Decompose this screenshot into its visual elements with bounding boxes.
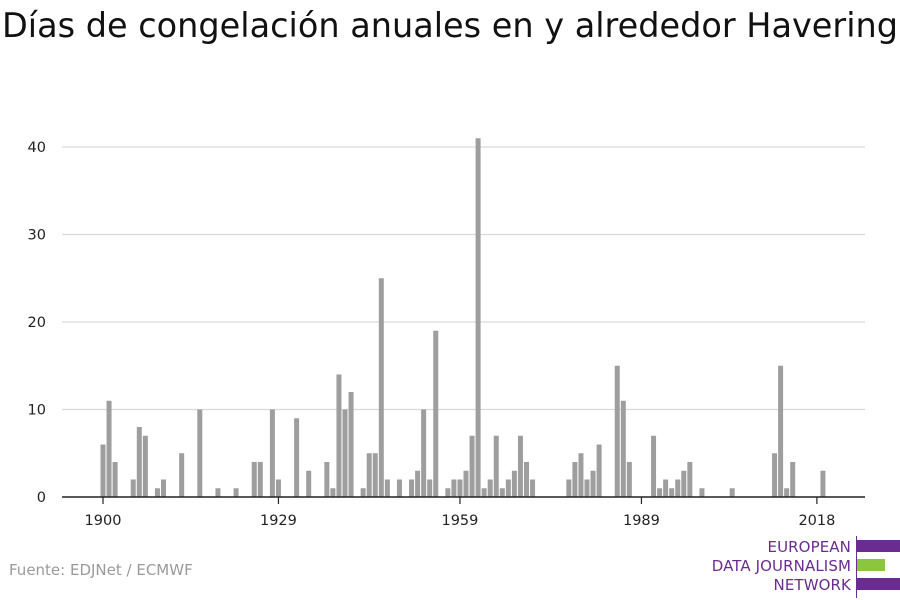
- bar-1943: [360, 488, 366, 497]
- bar-1997: [687, 462, 693, 497]
- bar-1926: [257, 462, 263, 497]
- bar-1991: [651, 435, 657, 497]
- bar-2012: [778, 365, 784, 497]
- bar-1967: [505, 479, 511, 497]
- bar-1977: [566, 479, 572, 497]
- bar-1986: [620, 400, 626, 497]
- bar-1995: [675, 479, 681, 497]
- bar-1928: [269, 409, 275, 497]
- bar-1913: [179, 453, 185, 497]
- bar-1981: [590, 470, 596, 497]
- bar-1951: [409, 479, 415, 497]
- logo-text: EUROPEAN DATA JOURNALISM NETWORK: [691, 538, 851, 595]
- bar-1949: [396, 479, 402, 497]
- bar-1978: [572, 462, 578, 497]
- bar-2011: [772, 453, 778, 497]
- y-tick-label: 10: [28, 403, 46, 419]
- bar-1939: [336, 374, 342, 497]
- bar-1929: [275, 479, 281, 497]
- bar-1909: [154, 488, 160, 497]
- bar-1902: [112, 462, 118, 497]
- logo-divider: [856, 536, 857, 598]
- chart-title: Días de congelación anuales en y alreded…: [2, 6, 898, 45]
- bar-1934: [306, 470, 312, 497]
- bar-1937: [324, 462, 330, 497]
- bar-1999: [699, 488, 705, 497]
- bar-1965: [493, 435, 499, 497]
- bar-1980: [584, 479, 590, 497]
- logo-line-3: NETWORK: [773, 576, 851, 594]
- bar-1962: [475, 138, 481, 497]
- bar-1932: [294, 418, 300, 497]
- x-tick-label: 1929: [260, 513, 297, 529]
- bar-1916: [197, 409, 203, 497]
- bar-2004: [729, 488, 735, 497]
- bar-1963: [481, 488, 487, 497]
- y-tick-label: 40: [28, 140, 46, 156]
- bar-1994: [669, 488, 675, 497]
- bar-1910: [161, 479, 166, 497]
- edjnet-logo: EUROPEAN DATA JOURNALISM NETWORK: [700, 536, 900, 600]
- y-tick-label: 20: [28, 315, 46, 331]
- y-axis-labels: 0 10 20 30 40: [28, 140, 46, 506]
- bar-1993: [663, 479, 669, 497]
- bar-1992: [657, 488, 663, 497]
- bar-1946: [378, 278, 384, 497]
- bar-1985: [614, 365, 620, 497]
- y-tick-label: 0: [37, 490, 46, 506]
- x-tick-label: 2018: [798, 513, 835, 529]
- bar-1996: [681, 470, 687, 497]
- bar-1968: [511, 470, 517, 497]
- logo-bar-green: [857, 559, 885, 571]
- bar-1966: [499, 488, 505, 497]
- bar-1957: [445, 488, 451, 497]
- bar-1969: [517, 435, 523, 497]
- bar-1955: [433, 330, 439, 497]
- y-tick-label: 30: [28, 228, 46, 244]
- bar-1960: [463, 470, 469, 497]
- bar-2014: [790, 462, 796, 497]
- bar-1979: [578, 453, 584, 497]
- gridlines: [62, 146, 865, 411]
- bar-1906: [136, 427, 142, 497]
- bar-1919: [215, 488, 221, 497]
- bar-1964: [487, 479, 493, 497]
- bar-1961: [469, 435, 475, 497]
- x-tick-label: 1959: [441, 513, 478, 529]
- bar-1959: [457, 479, 463, 497]
- bar-2013: [784, 488, 790, 497]
- logo-bar-purple-top: [857, 540, 900, 552]
- bar-1958: [451, 479, 457, 497]
- bar-1954: [427, 479, 433, 497]
- bar-1953: [421, 409, 427, 497]
- bar-1987: [626, 462, 632, 497]
- bar-1925: [251, 462, 257, 497]
- bar-1982: [596, 444, 602, 497]
- bar-1905: [130, 479, 136, 497]
- bar-1940: [342, 409, 348, 497]
- bars: [100, 138, 826, 497]
- logo-bar-purple-bottom: [857, 578, 900, 590]
- x-axis-ticks: 1900 1929 1959 1989 2018: [85, 497, 835, 529]
- bar-1907: [142, 435, 148, 497]
- bar-1944: [366, 453, 372, 497]
- bar-1971: [530, 479, 536, 497]
- bar-1970: [524, 462, 529, 497]
- bar-1922: [233, 488, 239, 497]
- source-note: Fuente: EDJNet / ECMWF: [9, 561, 193, 579]
- bar-1952: [415, 470, 421, 497]
- bar-1900: [100, 444, 106, 497]
- bar-1938: [330, 488, 336, 497]
- bar-1945: [372, 453, 378, 497]
- bar-1947: [384, 479, 390, 497]
- logo-line-2: DATA JOURNALISM: [711, 557, 851, 575]
- bar-2019: [820, 470, 826, 497]
- x-tick-label: 1900: [85, 513, 122, 529]
- bar-1941: [348, 392, 354, 497]
- x-tick-label: 1989: [623, 513, 660, 529]
- logo-line-1: EUROPEAN: [767, 538, 851, 556]
- bar-1901: [106, 400, 112, 497]
